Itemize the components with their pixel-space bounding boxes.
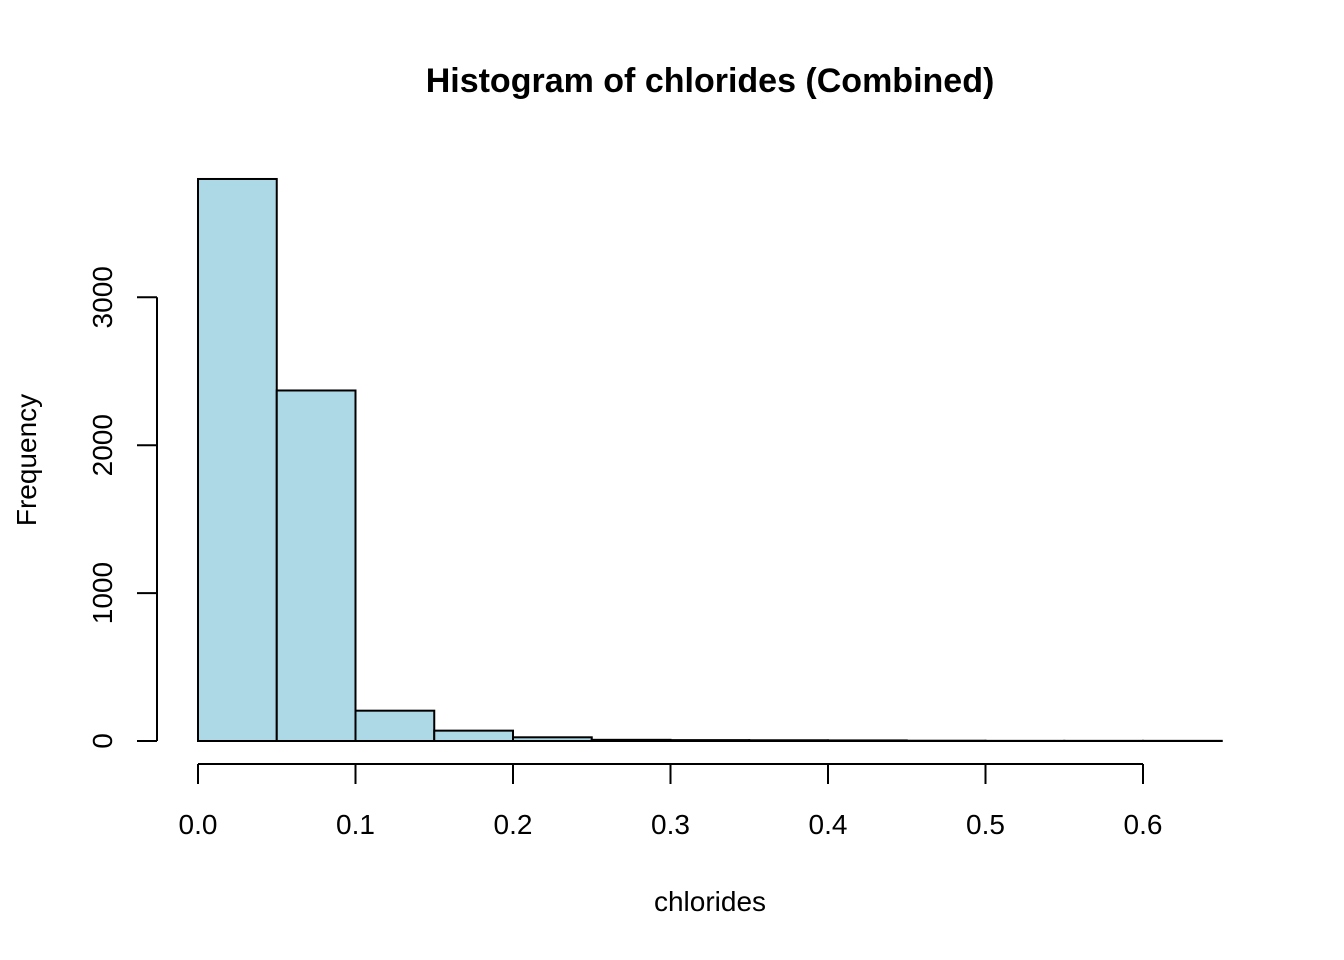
x-tick-label: 0.4 xyxy=(809,809,848,840)
histogram-bar xyxy=(512,736,593,742)
x-tick-label: 0.2 xyxy=(494,809,533,840)
histogram-bars xyxy=(197,177,1223,743)
x-tick-label: 0.5 xyxy=(966,809,1005,840)
y-tick-label: 2000 xyxy=(87,414,118,476)
x-axis-label: chlorides xyxy=(654,886,766,917)
x-tick-label: 0.3 xyxy=(651,809,690,840)
y-tick-label: 1000 xyxy=(87,562,118,624)
y-axis: 0 1000 2000 3000 xyxy=(87,266,158,749)
x-axis: 0.0 0.1 0.2 0.3 0.4 0.5 0.6 xyxy=(179,763,1163,840)
x-tick-label: 0.6 xyxy=(1124,809,1163,840)
chart-title: Histogram of chlorides (Combined) xyxy=(426,62,995,100)
histogram-bar xyxy=(354,709,436,742)
x-tick-label: 0.1 xyxy=(336,809,375,840)
histogram-bar xyxy=(275,389,357,742)
y-axis-label: Frequency xyxy=(11,394,42,526)
x-tick-label: 0.0 xyxy=(179,809,218,840)
histogram-bar xyxy=(433,729,514,742)
histogram-bar xyxy=(669,739,751,743)
histogram-bar xyxy=(197,177,278,743)
histogram-bar xyxy=(827,739,908,742)
y-tick-label: 0 xyxy=(87,733,118,749)
histogram-bar xyxy=(590,738,672,742)
y-tick-label: 3000 xyxy=(87,266,118,328)
histogram-bar xyxy=(748,739,829,742)
